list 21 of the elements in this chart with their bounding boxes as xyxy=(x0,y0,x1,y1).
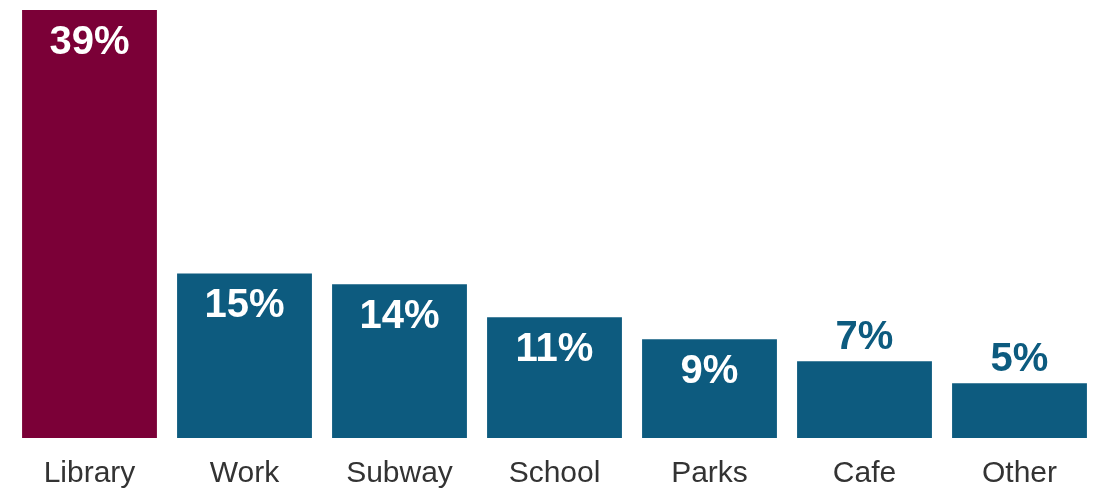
data-label: 9% xyxy=(680,347,739,392)
bar xyxy=(952,383,1087,438)
x-tick-label: Parks xyxy=(671,454,748,488)
data-label: 7% xyxy=(835,313,894,358)
x-tick-label: Other xyxy=(981,454,1058,488)
bar xyxy=(797,361,932,438)
x-tick-label: Subway xyxy=(346,454,453,488)
data-label: 15% xyxy=(204,281,285,326)
x-tick-label: Cafe xyxy=(832,454,897,488)
x-tick-label: School xyxy=(508,454,601,488)
data-label: 14% xyxy=(359,292,440,337)
x-tick-label: Work xyxy=(209,454,281,488)
bar xyxy=(642,339,777,438)
data-label: 39% xyxy=(49,18,130,62)
bar xyxy=(332,284,467,438)
x-tick-label: Library xyxy=(43,454,136,488)
bar xyxy=(177,273,312,438)
bar xyxy=(22,10,157,438)
data-label: 5% xyxy=(990,335,1049,380)
data-label: 11% xyxy=(515,325,594,370)
bar xyxy=(487,317,622,438)
